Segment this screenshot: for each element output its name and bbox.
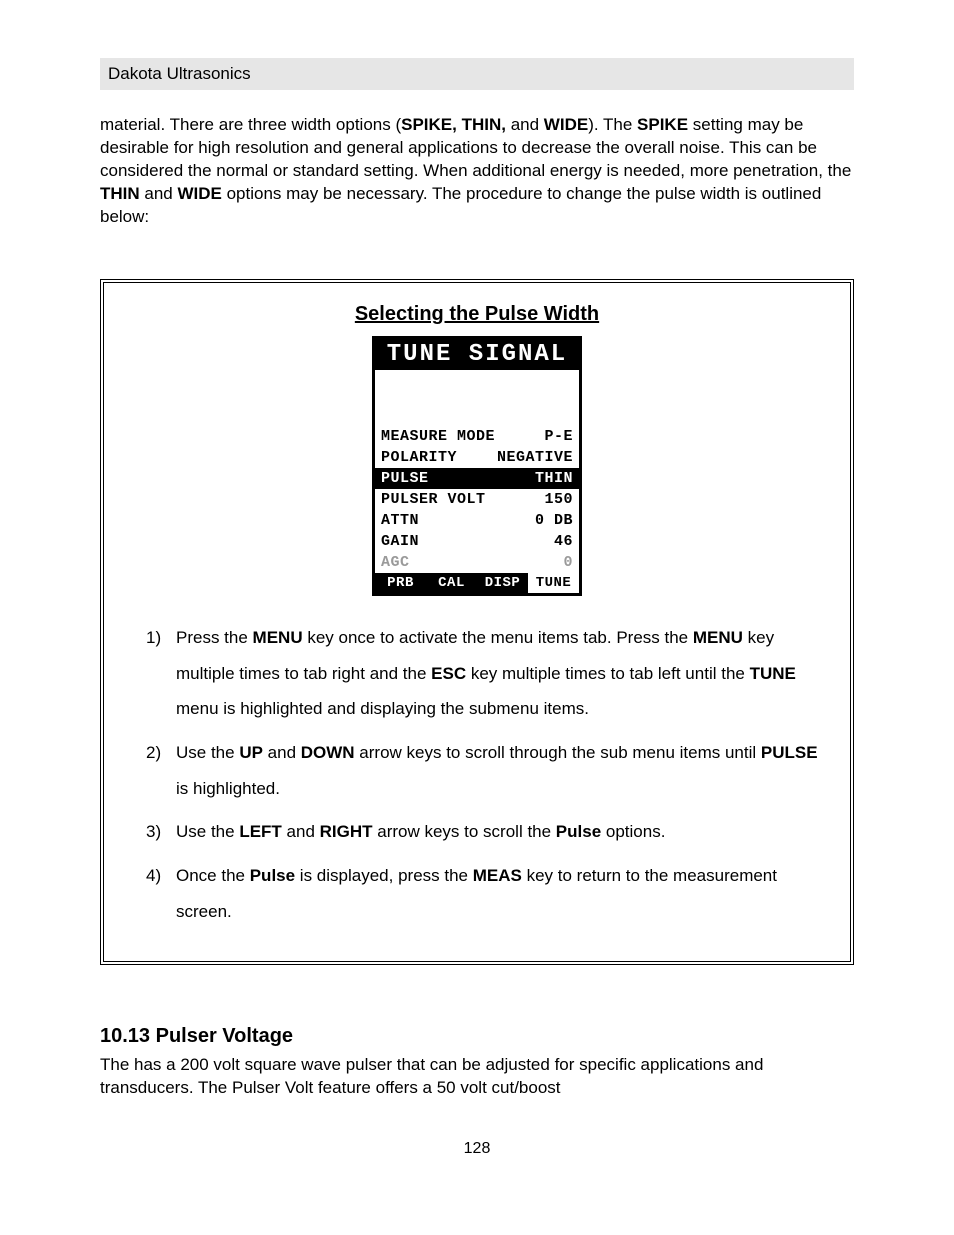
text: Use the	[176, 743, 239, 762]
step-number: 3)	[146, 814, 176, 850]
lcd-row: AGC 0	[375, 552, 579, 573]
step-number: 4)	[146, 858, 176, 929]
lcd-row: POLARITY NEGATIVE	[375, 447, 579, 468]
text-bold: TUNE	[750, 664, 796, 683]
step: 2)Use the UP and DOWN arrow keys to scro…	[146, 735, 822, 806]
lcd-row: MEASURE MODE P-E	[375, 426, 579, 447]
procedure-box: Selecting the Pulse Width TUNE SIGNAL ME…	[100, 279, 854, 966]
text-bold: WIDE	[544, 115, 588, 134]
lcd-row: PULSE THIN	[375, 468, 579, 489]
step-number: 1)	[146, 620, 176, 727]
text-bold: DOWN	[301, 743, 355, 762]
lcd-row-value: NEGATIVE	[497, 449, 573, 466]
text: ). The	[588, 115, 637, 134]
text-bold: RIGHT	[320, 822, 373, 841]
text-bold: THIN	[100, 184, 140, 203]
text-bold: MENU	[693, 628, 743, 647]
text-bold: SPIKE, THIN,	[401, 115, 506, 134]
text: is displayed, press the	[295, 866, 473, 885]
text: arrow keys to scroll through the sub men…	[355, 743, 761, 762]
step-body: Press the MENU key once to activate the …	[176, 620, 822, 727]
intro-paragraph: material. There are three width options …	[100, 114, 854, 229]
procedure-title: Selecting the Pulse Width	[128, 303, 826, 326]
lcd-row-value: P-E	[544, 428, 573, 445]
text-bold: PULSE	[761, 743, 818, 762]
procedure-steps: 1)Press the MENU key once to activate th…	[128, 620, 826, 930]
text: and	[140, 184, 178, 203]
page-header: Dakota Ultrasonics	[100, 58, 854, 90]
lcd-tab: CAL	[426, 573, 477, 593]
lcd-rows: MEASURE MODE P-E POLARITY NEGATIVE PULSE THIN…	[375, 426, 579, 573]
lcd-tabs: PRBCALDISPTUNE	[375, 573, 579, 593]
text: menu is highlighted and displaying the s…	[176, 699, 589, 718]
text-bold: LEFT	[239, 822, 282, 841]
lcd-row: GAIN 46	[375, 531, 579, 552]
text-bold: WIDE	[177, 184, 221, 203]
text: key once to activate the menu items tab.…	[303, 628, 693, 647]
step-body: Use the UP and DOWN arrow keys to scroll…	[176, 735, 822, 806]
lcd-row-value: THIN	[535, 470, 573, 487]
text: and	[263, 743, 301, 762]
lcd-tab: TUNE	[528, 573, 579, 593]
text: and	[282, 822, 320, 841]
text-bold: ESC	[431, 664, 466, 683]
lcd-screen: TUNE SIGNAL MEASURE MODE P-E POLARITY NEGAT…	[372, 336, 582, 596]
lcd-row-label: AGC	[381, 554, 410, 571]
step-body: Use the LEFT and RIGHT arrow keys to scr…	[176, 814, 822, 850]
text: options.	[601, 822, 665, 841]
text-bold: Pulse	[250, 866, 295, 885]
page-number: 128	[100, 1140, 854, 1158]
text: Use the	[176, 822, 239, 841]
text: is highlighted.	[176, 779, 280, 798]
text: and	[506, 115, 544, 134]
lcd-row-label: PULSE	[381, 470, 429, 487]
step: 4)Once the Pulse is displayed, press the…	[146, 858, 822, 929]
lcd-row-label: GAIN	[381, 533, 419, 550]
lcd-tab: PRB	[375, 573, 426, 593]
lcd-row-value: 150	[544, 491, 573, 508]
text: Press the	[176, 628, 253, 647]
lcd-row-label: POLARITY	[381, 449, 457, 466]
section-heading: 10.13 Pulser Voltage	[100, 1025, 854, 1048]
page: Dakota Ultrasonics material. There are t…	[0, 0, 954, 1198]
lcd-row: ATTN 0 DB	[375, 510, 579, 531]
text-bold: MEAS	[473, 866, 522, 885]
text: material. There are three width options …	[100, 115, 401, 134]
text-bold: SPIKE	[637, 115, 688, 134]
step-body: Once the Pulse is displayed, press the M…	[176, 858, 822, 929]
text: key multiple times to tab left until the	[466, 664, 749, 683]
lcd-title: TUNE SIGNAL	[375, 339, 579, 370]
step: 1)Press the MENU key once to activate th…	[146, 620, 822, 727]
text-bold: UP	[239, 743, 263, 762]
lcd-row-value: 0 DB	[535, 512, 573, 529]
text: arrow keys to scroll the	[373, 822, 556, 841]
lcd-row-value: 0	[563, 554, 573, 571]
text-bold: Pulse	[556, 822, 601, 841]
lcd-row-label: MEASURE MODE	[381, 428, 495, 445]
lcd-row-value: 46	[554, 533, 573, 550]
lcd-row-label: ATTN	[381, 512, 419, 529]
step: 3)Use the LEFT and RIGHT arrow keys to s…	[146, 814, 822, 850]
text: Once the	[176, 866, 250, 885]
lcd-blank-area	[375, 370, 579, 426]
section-body: The has a 200 volt square wave pulser th…	[100, 1054, 854, 1100]
step-number: 2)	[146, 735, 176, 806]
lcd-row-label: PULSER VOLT	[381, 491, 486, 508]
lcd-tab: DISP	[477, 573, 528, 593]
text-bold: MENU	[253, 628, 303, 647]
lcd-row: PULSER VOLT 150	[375, 489, 579, 510]
